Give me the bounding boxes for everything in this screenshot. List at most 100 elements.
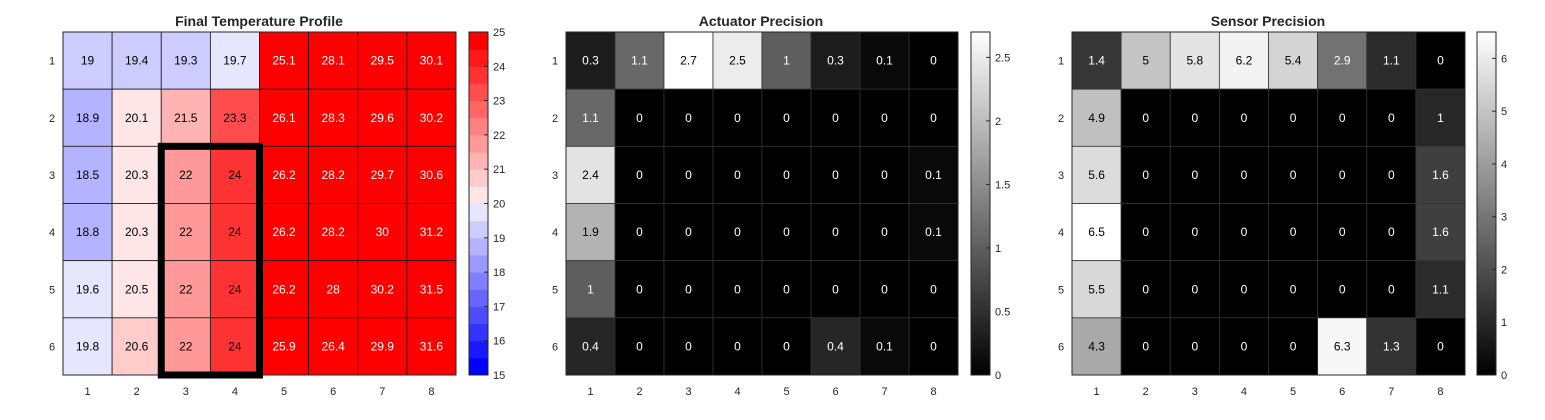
cell-value-label: 0	[1339, 225, 1346, 239]
cell-value-label: 20.3	[125, 225, 149, 239]
cell-value-label: 1.6	[1432, 225, 1449, 239]
colorbar-tick-label: 19	[493, 233, 505, 245]
colorbar-gradient	[1477, 32, 1496, 375]
cell-value-label: 0	[783, 111, 790, 125]
cell-value-label: 0	[1191, 339, 1198, 353]
heatmap-cell	[1169, 260, 1220, 319]
heatmap-cell	[908, 88, 959, 147]
cell-value-label: 29.5	[371, 54, 395, 68]
cell-value-label: 0	[832, 282, 839, 296]
cell-value-label: 0	[1437, 54, 1444, 68]
cell-value-label: 0	[1290, 339, 1297, 353]
heatmap-cell	[1268, 260, 1319, 319]
cell-value-label: 1.1	[631, 54, 648, 68]
cell-value-label: 0	[1241, 282, 1248, 296]
cell-value-label: 0	[832, 111, 839, 125]
heatmap-cell	[565, 317, 616, 376]
colorbar-tick-label: 6	[1501, 53, 1507, 65]
cell-value-label: 0	[636, 282, 643, 296]
heatmap-cell	[1415, 203, 1466, 262]
heatmap-cell	[1218, 260, 1269, 319]
cell-value-label: 29.7	[371, 168, 395, 182]
cell-value-label: 0	[1388, 225, 1395, 239]
y-tick-label: 2	[1058, 113, 1064, 125]
colorbar-frame	[970, 31, 991, 376]
colorbar-tick-label: 22	[493, 130, 505, 142]
cell-value-label: 0	[1290, 168, 1297, 182]
cell-value-label: 22	[179, 168, 193, 182]
cell-value-label: 5.4	[1285, 54, 1302, 68]
cell-value-label: 22	[179, 282, 193, 296]
heatmap-cell	[810, 317, 861, 376]
x-tick-label: 4	[1241, 386, 1247, 398]
colorbar-step	[469, 66, 488, 84]
colorbar-tick-label: 3	[1501, 212, 1507, 224]
cell-value-label: 19	[81, 54, 95, 68]
cell-value-label: 18.9	[76, 111, 100, 125]
cell-value-label: 0	[1241, 225, 1248, 239]
cell-value-label: 1.1	[1383, 54, 1400, 68]
heatmap-cell	[1071, 145, 1122, 204]
colorbar-gradient	[971, 32, 990, 375]
cell-value-label: 2.7	[680, 54, 697, 68]
cell-value-label: 31.6	[420, 339, 444, 353]
cell-value-label: 28.2	[322, 168, 346, 182]
cell-value-label: 0	[1437, 339, 1444, 353]
cell-value-label: 19.6	[76, 282, 100, 296]
colorbar-tick-label: 15	[493, 370, 505, 382]
colorbar-step	[469, 117, 488, 136]
y-tick-label: 3	[49, 170, 55, 182]
chart-title: Actuator Precision	[699, 13, 823, 29]
cell-value-label: 0	[783, 282, 790, 296]
cell-value-label: 19.4	[125, 54, 149, 68]
cell-value-label: 0	[1191, 111, 1198, 125]
heatmap-cell	[357, 260, 408, 319]
cell-value-label: 24	[228, 282, 242, 296]
colorbar-step	[469, 169, 488, 187]
colorbar-frame	[1476, 31, 1497, 376]
cell-value-label: 20.3	[125, 168, 149, 182]
heatmap-cell	[259, 145, 310, 204]
cell-value-label: 30.1	[420, 54, 444, 68]
cell-value-label: 26.2	[272, 282, 296, 296]
colorbar-step	[469, 186, 488, 204]
y-tick-label: 6	[552, 341, 558, 353]
cell-value-label: 0	[636, 339, 643, 353]
colorbar-tick-label: 0	[1501, 370, 1507, 382]
heatmap-cell	[406, 317, 457, 376]
cell-value-label: 0	[1388, 282, 1395, 296]
colorbar-tick-label: 18	[493, 267, 505, 279]
x-tick-label: 7	[881, 386, 887, 398]
sensor-precision-panel: Sensor Precision 1.4 5 5.8 6.2 5.4 2.9 1.1 0 4.9…	[1058, 13, 1507, 398]
heatmap-cell	[810, 88, 861, 147]
heatmap-cell	[1218, 203, 1269, 262]
cell-value-label: 0	[881, 111, 888, 125]
cell-value-label: 20.6	[125, 339, 149, 353]
cell-value-label: 30	[376, 225, 390, 239]
cell-value-label: 31.2	[420, 225, 444, 239]
colorbar-tick-label: 1	[1501, 317, 1507, 329]
heatmap-cell	[209, 88, 260, 147]
cell-value-label: 0	[930, 54, 937, 68]
cell-value-label: 1.4	[1088, 54, 1105, 68]
y-tick-label: 2	[49, 113, 55, 125]
cell-value-label: 24	[228, 168, 242, 182]
cell-value-label: 0	[1388, 111, 1395, 125]
cell-value-label: 5.8	[1186, 54, 1203, 68]
heatmap-cell	[663, 31, 714, 90]
x-tick-label: 3	[685, 386, 691, 398]
cell-value-label: 0	[1290, 282, 1297, 296]
y-tick-label: 3	[1058, 170, 1064, 182]
y-tick-label: 2	[552, 113, 558, 125]
cell-value-label: 0	[783, 225, 790, 239]
heatmap-cell	[761, 317, 812, 376]
cell-value-label: 1	[587, 282, 594, 296]
heatmap-cell	[308, 31, 359, 90]
cell-value-label: 0	[783, 339, 790, 353]
colorbar-tick-label: 1.5	[995, 179, 1010, 191]
colorbar-tick-label: 16	[493, 336, 505, 348]
heatmap-cell	[62, 31, 113, 90]
colorbar-tick-label: 2	[1501, 264, 1507, 276]
colorbar-tick-label: 20	[493, 199, 505, 211]
heatmap-cell	[111, 88, 162, 147]
